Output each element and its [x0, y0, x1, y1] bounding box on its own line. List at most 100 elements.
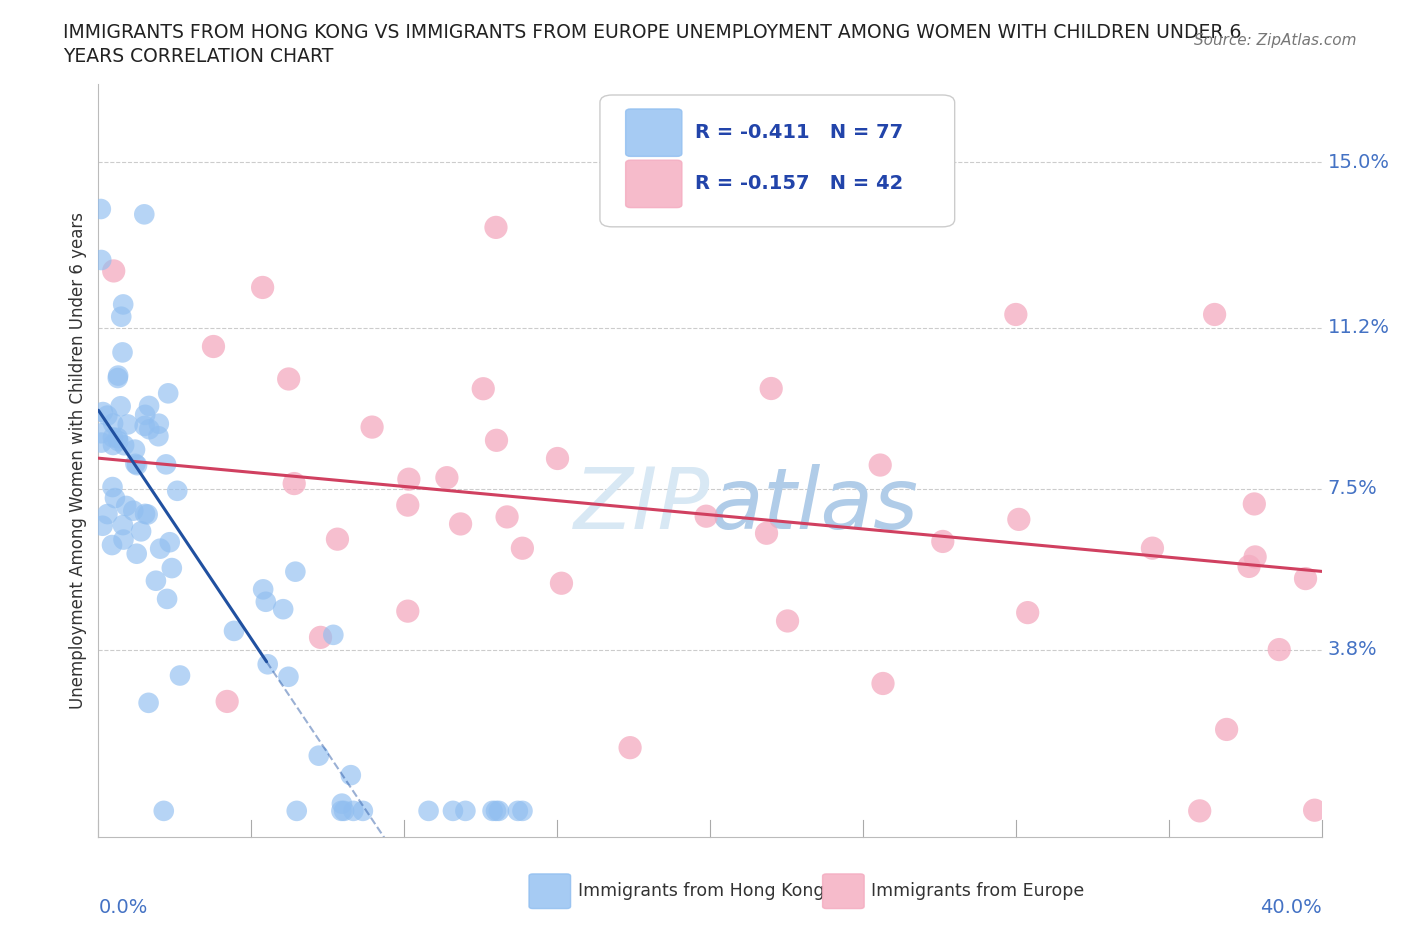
Point: [1204, 307, 1226, 322]
Point: [124, 442, 146, 457]
Text: atlas: atlas: [710, 464, 918, 547]
Point: [436, 471, 458, 485]
Point: [148, 417, 170, 432]
Point: [155, 457, 177, 472]
Point: [398, 472, 420, 486]
Point: [330, 804, 353, 818]
Text: ZIP: ZIP: [574, 464, 710, 547]
Point: [107, 368, 129, 383]
Point: [284, 565, 307, 579]
Point: [342, 804, 364, 818]
Point: [252, 582, 274, 597]
Point: [134, 418, 156, 433]
Point: [1303, 803, 1326, 817]
Point: [285, 804, 308, 818]
Point: [283, 476, 305, 491]
Point: [330, 796, 353, 811]
Text: 0.0%: 0.0%: [98, 898, 148, 917]
Text: IMMIGRANTS FROM HONG KONG VS IMMIGRANTS FROM EUROPE UNEMPLOYMENT AMONG WOMEN WIT: IMMIGRANTS FROM HONG KONG VS IMMIGRANTS …: [63, 23, 1241, 42]
Text: R = -0.411   N = 77: R = -0.411 N = 77: [696, 123, 904, 142]
Point: [160, 561, 183, 576]
Point: [122, 503, 145, 518]
Point: [124, 457, 146, 472]
Point: [512, 804, 534, 818]
Point: [159, 535, 181, 550]
Point: [90, 426, 112, 441]
Point: [309, 630, 332, 644]
Point: [91, 405, 114, 419]
FancyBboxPatch shape: [626, 109, 682, 156]
Point: [472, 381, 495, 396]
Point: [152, 804, 174, 818]
Point: [1237, 559, 1260, 574]
Point: [138, 696, 160, 711]
Point: [90, 435, 112, 450]
Text: R = -0.157   N = 42: R = -0.157 N = 42: [696, 175, 904, 193]
Point: [932, 534, 955, 549]
Point: [488, 804, 510, 818]
Point: [485, 432, 508, 447]
Point: [396, 604, 419, 618]
Point: [138, 398, 160, 413]
Point: [202, 339, 225, 354]
Point: [125, 546, 148, 561]
Point: [776, 614, 799, 629]
Point: [107, 433, 129, 448]
Point: [322, 628, 344, 643]
Point: [252, 280, 274, 295]
Point: [110, 399, 132, 414]
Text: 11.2%: 11.2%: [1327, 318, 1389, 337]
Point: [1268, 642, 1291, 657]
Point: [117, 417, 139, 432]
Point: [1215, 722, 1237, 737]
Point: [138, 422, 160, 437]
Point: [115, 498, 138, 513]
Point: [156, 591, 179, 606]
Point: [481, 804, 503, 818]
Point: [145, 573, 167, 588]
Point: [277, 670, 299, 684]
Point: [148, 429, 170, 444]
Point: [134, 407, 156, 422]
Point: [101, 430, 124, 445]
Point: [1004, 307, 1026, 322]
Point: [107, 431, 129, 445]
Point: [1295, 571, 1317, 586]
Point: [396, 498, 419, 512]
Point: [485, 804, 508, 818]
Point: [277, 372, 299, 387]
Text: 7.5%: 7.5%: [1327, 479, 1378, 498]
Point: [308, 749, 330, 764]
Point: [361, 419, 384, 434]
Point: [169, 668, 191, 683]
Point: [112, 438, 135, 453]
Point: [217, 694, 239, 709]
Text: Source: ZipAtlas.com: Source: ZipAtlas.com: [1194, 33, 1357, 47]
Point: [136, 507, 159, 522]
Point: [1017, 605, 1039, 620]
Point: [1008, 512, 1031, 526]
Point: [418, 804, 440, 818]
Point: [149, 541, 172, 556]
Text: 15.0%: 15.0%: [1327, 153, 1389, 171]
Point: [340, 768, 363, 783]
Point: [496, 510, 519, 525]
Point: [326, 532, 349, 547]
Point: [107, 370, 129, 385]
Point: [96, 507, 118, 522]
FancyBboxPatch shape: [600, 95, 955, 227]
Point: [619, 740, 641, 755]
Point: [254, 594, 277, 609]
Point: [485, 220, 508, 235]
Point: [256, 657, 278, 671]
Point: [134, 206, 156, 221]
Point: [450, 516, 472, 531]
Point: [506, 804, 529, 818]
Y-axis label: Unemployment Among Women with Children Under 6 years: Unemployment Among Women with Children U…: [69, 212, 87, 709]
Text: YEARS CORRELATION CHART: YEARS CORRELATION CHART: [63, 46, 333, 65]
Point: [91, 518, 114, 533]
Point: [454, 804, 477, 818]
Point: [112, 532, 135, 547]
Point: [512, 540, 534, 555]
Point: [1142, 540, 1164, 555]
